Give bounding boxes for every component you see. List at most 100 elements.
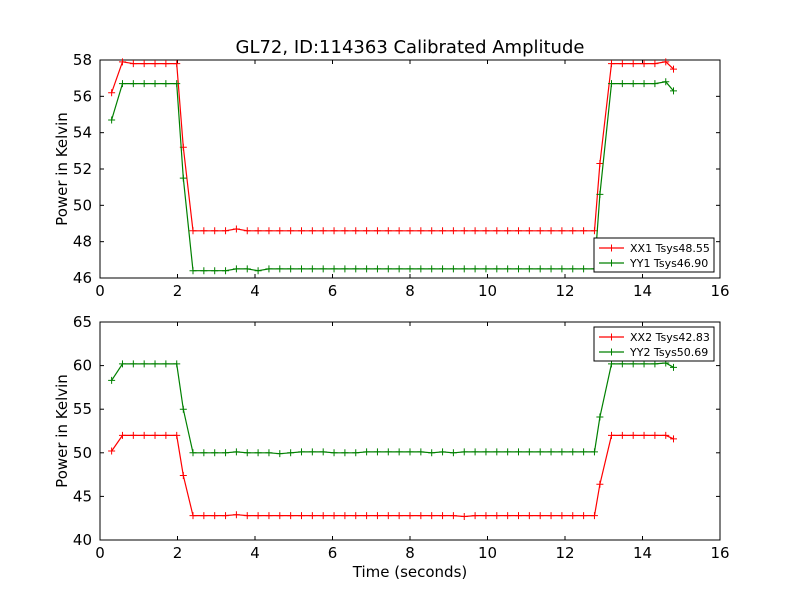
data-point-marker [140, 360, 148, 368]
data-point-marker [580, 448, 588, 456]
data-point-marker [211, 267, 219, 275]
data-point-marker [651, 60, 659, 68]
data-point-marker [118, 431, 126, 439]
data-point-marker [580, 512, 588, 520]
data-point-marker [608, 80, 615, 88]
data-point-marker [298, 227, 305, 235]
data-point-marker [515, 512, 522, 520]
data-point-marker [189, 512, 197, 520]
data-point-marker [319, 512, 327, 520]
x-tick-label: 2 [173, 544, 183, 562]
data-point-marker [596, 160, 604, 168]
data-point-marker [384, 265, 392, 273]
data-point-marker [162, 60, 170, 68]
data-point-marker [482, 448, 490, 456]
legend-label: XX1 Tsys48.55 [630, 242, 710, 255]
data-point-marker [536, 512, 544, 520]
x-tick-label: 8 [405, 544, 415, 562]
data-point-marker [662, 78, 670, 86]
data-point-marker [352, 512, 360, 520]
data-point-marker [254, 449, 262, 457]
x-tick-label: 12 [555, 282, 574, 300]
data-point-marker [428, 265, 436, 273]
data-point-marker [341, 265, 349, 273]
data-point-marker [363, 512, 371, 520]
data-point-marker [547, 265, 555, 273]
data-point-marker [232, 448, 240, 456]
data-point-marker [384, 512, 392, 520]
x-tick-label: 10 [478, 544, 497, 562]
legend-marker [608, 333, 615, 341]
data-point-marker [580, 227, 588, 235]
data-point-marker [173, 360, 181, 368]
legend-label: YY2 Tsys50.69 [629, 346, 708, 359]
data-point-marker [504, 227, 512, 235]
data-point-marker [670, 65, 677, 73]
data-point-marker [449, 227, 457, 235]
data-point-marker [341, 449, 349, 457]
data-point-marker [298, 448, 305, 456]
data-point-marker [151, 431, 159, 439]
data-point-marker [515, 448, 522, 456]
data-point-marker [515, 265, 522, 273]
data-point-marker [670, 363, 677, 371]
data-point-marker [460, 265, 468, 273]
data-point-marker [504, 265, 512, 273]
data-point-marker [471, 227, 479, 235]
data-point-marker [151, 360, 159, 368]
data-point-marker [460, 448, 468, 456]
data-point-marker [341, 512, 349, 520]
data-point-marker [276, 450, 284, 458]
data-point-marker [406, 265, 414, 273]
data-point-marker [569, 265, 577, 273]
data-point-marker [471, 512, 479, 520]
x-tick-label: 6 [328, 544, 338, 562]
data-point-marker [596, 190, 604, 198]
data-point-marker [406, 512, 414, 520]
data-point-marker [558, 512, 566, 520]
data-point-marker [558, 265, 566, 273]
data-point-marker [525, 265, 533, 273]
data-point-marker [162, 360, 170, 368]
data-point-marker [319, 227, 327, 235]
data-point-marker [352, 449, 360, 457]
data-point-marker [569, 227, 577, 235]
x-tick-label: 8 [405, 282, 415, 300]
data-point-marker [596, 480, 604, 488]
data-point-marker [493, 227, 501, 235]
data-point-marker [384, 448, 392, 456]
data-point-marker [580, 265, 588, 273]
data-point-marker [651, 80, 659, 88]
y-tick-label: 45 [73, 487, 92, 505]
data-point-marker [287, 265, 295, 273]
x-tick-label: 14 [633, 544, 652, 562]
data-point-marker [640, 360, 648, 368]
data-point-marker [173, 60, 181, 68]
data-point-marker [189, 267, 197, 275]
x-tick-label: 14 [633, 282, 652, 300]
y-axis-label: Power in Kelvin [53, 374, 71, 488]
data-point-marker [547, 227, 555, 235]
data-point-marker [330, 227, 338, 235]
data-point-marker [395, 265, 403, 273]
data-point-marker [319, 448, 327, 456]
data-point-marker [330, 449, 338, 457]
data-point-marker [308, 448, 316, 456]
data-point-marker [363, 265, 371, 273]
data-point-marker [482, 227, 490, 235]
data-point-marker [140, 80, 148, 88]
x-tick-label: 0 [95, 282, 105, 300]
data-point-marker [200, 227, 208, 235]
y-tick-label: 48 [73, 233, 92, 251]
data-point-marker [504, 448, 512, 456]
data-point-marker [363, 448, 371, 456]
data-point-marker [428, 227, 436, 235]
data-point-marker [525, 512, 533, 520]
data-point-marker [504, 512, 512, 520]
data-point-marker [118, 58, 126, 66]
data-point-marker [629, 80, 637, 88]
data-point-marker [352, 227, 360, 235]
